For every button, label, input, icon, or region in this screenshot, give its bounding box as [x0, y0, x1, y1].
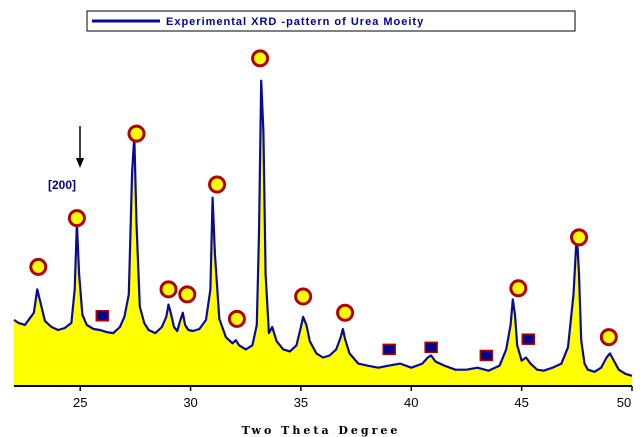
square-peak-marker	[521, 333, 536, 345]
square-peak-marker	[382, 343, 396, 356]
circle-peak-marker	[294, 287, 313, 306]
legend-label: Experimental XRD -pattern of Urea Moeity	[166, 16, 424, 28]
square-peak-marker	[424, 341, 438, 354]
arrow-head-icon	[76, 158, 84, 168]
x-tick-label: 30	[183, 395, 197, 410]
circle-peak-marker	[599, 328, 618, 347]
circle-peak-marker	[178, 285, 197, 304]
circle-peak-marker	[509, 279, 528, 298]
circle-peak-marker	[336, 303, 355, 322]
circle-peak-marker	[67, 209, 86, 228]
x-tick-label: 40	[404, 395, 418, 410]
circle-peak-marker	[208, 175, 227, 194]
series-line	[13, 79, 633, 377]
circle-peak-marker	[29, 257, 48, 276]
x-axis-label: Two Theta Degree	[242, 424, 401, 437]
x-tick-label: 45	[514, 395, 528, 410]
circle-peak-marker	[227, 309, 246, 328]
arrow-annotation: [200]	[48, 126, 84, 192]
x-tick-label: 25	[73, 395, 87, 410]
circle-peak-marker	[159, 280, 178, 299]
legend: Experimental XRD -pattern of Urea Moeity	[86, 10, 576, 32]
x-tick-label: 50	[617, 395, 631, 410]
square-peak-marker	[479, 349, 494, 362]
square-peak-marker	[95, 310, 110, 322]
circle-peak-marker	[570, 228, 589, 247]
legend-box	[86, 10, 576, 32]
area-fill	[14, 80, 632, 386]
x-tick-label: 35	[294, 395, 308, 410]
x-ticks: 25 30 35 40 45 50	[73, 386, 633, 410]
peak-markers	[29, 49, 618, 362]
arrow-label: [200]	[48, 178, 76, 192]
circle-peak-marker	[251, 49, 270, 68]
circle-peak-marker	[127, 124, 146, 143]
